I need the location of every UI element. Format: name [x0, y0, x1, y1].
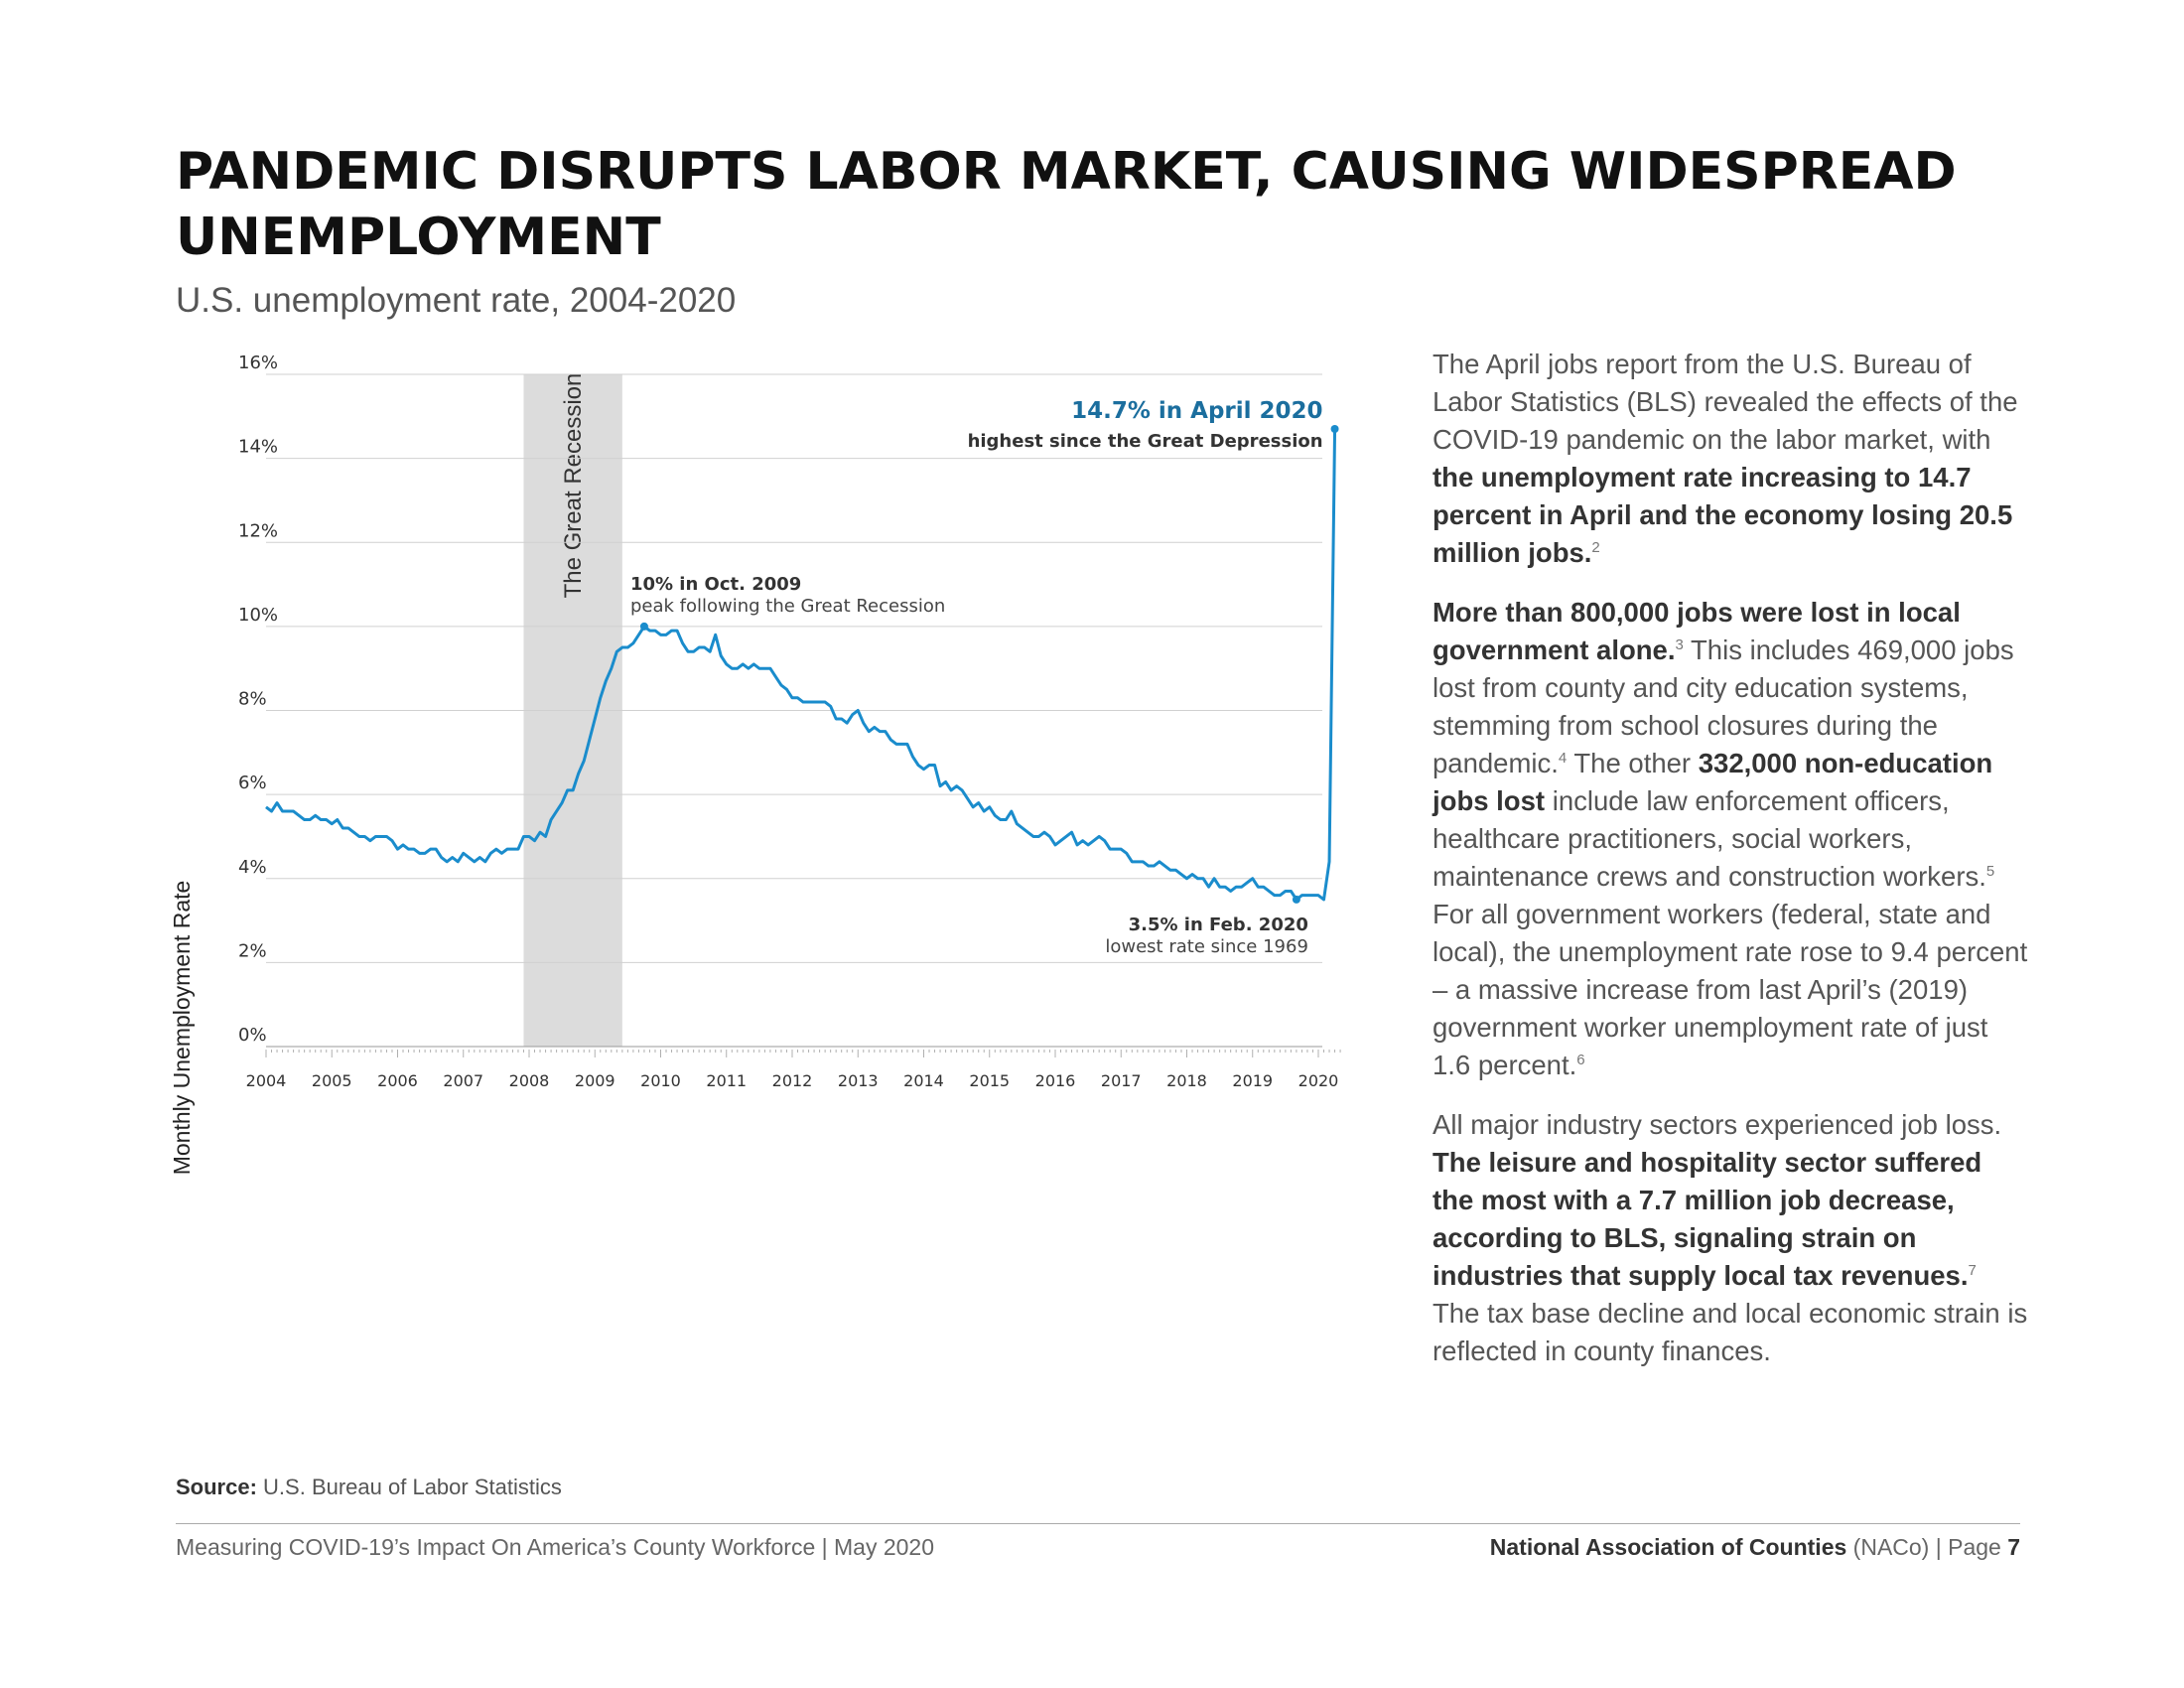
x-tick-label: 2005 — [312, 1071, 352, 1090]
p3-text-1: All major industry sectors experienced j… — [1433, 1109, 2002, 1140]
x-tick-label: 2012 — [772, 1071, 813, 1090]
x-tick-label: 2017 — [1101, 1071, 1142, 1090]
source-note: Source: U.S. Bureau of Labor Statistics — [176, 1475, 562, 1500]
paragraph-3: All major industry sectors experienced j… — [1433, 1106, 2028, 1370]
y-tick-label: 6% — [238, 773, 267, 793]
x-tick-label: 2007 — [443, 1071, 483, 1090]
y-tick-label: 14% — [238, 437, 278, 458]
footnote-ref: 4 — [1558, 749, 1568, 767]
x-tick-label: 2016 — [1035, 1071, 1076, 1090]
data-point-marker — [639, 622, 648, 631]
y-axis-title: Monthly Unemployment Rate — [169, 881, 195, 1176]
p1-bold: the unemployment rate increasing to 14.7… — [1433, 462, 2013, 568]
footnote-ref: 6 — [1576, 1051, 1585, 1068]
x-tick-label: 2004 — [246, 1071, 287, 1090]
y-tick-label: 2% — [238, 940, 267, 961]
body-text: The April jobs report from the U.S. Bure… — [1433, 346, 2028, 1392]
x-tick-label: 2008 — [509, 1071, 550, 1090]
footer-org: National Association of Counties — [1489, 1534, 1847, 1560]
p2-text-3: include law enforcement officers, health… — [1433, 785, 1986, 892]
x-tick-label: 2006 — [377, 1071, 418, 1090]
x-tick-label: 2020 — [1298, 1071, 1339, 1090]
recession-label: The Great Recession — [560, 373, 587, 599]
unemployment-line — [265, 428, 1337, 902]
footer-abbr: (NACo) | Page — [1846, 1534, 2008, 1560]
footer-divider — [176, 1523, 2020, 1524]
y-tick-label: 8% — [238, 689, 267, 710]
paragraph-1: The April jobs report from the U.S. Bure… — [1433, 346, 2028, 572]
y-tick-label: 0% — [238, 1025, 267, 1046]
recession-band: The Great Recession — [523, 373, 622, 1047]
footer-org-page: National Association of Counties (NACo) … — [1490, 1534, 2020, 1561]
data-point-marker — [1292, 895, 1300, 904]
source-text: U.S. Bureau of Labor Statistics — [263, 1475, 562, 1499]
p2-bold-2: 332,000 non-education jobs lost — [1433, 748, 1993, 816]
annotation-low-text: lowest rate since 1969 — [1105, 936, 1308, 957]
page-title: PANDEMIC DISRUPTS LABOR MARKET, CAUSING … — [176, 142, 1957, 267]
p3-text-2: The tax base decline and local economic … — [1433, 1298, 2028, 1366]
x-axis: 2004 2005 2006 2007 2008 2009 2010 2011 2012 2013… — [246, 1050, 1341, 1090]
unemployment-series — [265, 425, 1339, 904]
unemployment-line-chart: The Great Recession 0% 2% 4% 6% 8% 10% 12% 14% 1… — [169, 352, 1341, 1176]
y-tick-label: 10% — [238, 605, 278, 626]
x-tick-label: 2018 — [1166, 1071, 1207, 1090]
footnote-ref: 5 — [1985, 862, 1995, 880]
y-tick-label: 12% — [238, 520, 278, 541]
data-point-marker — [1330, 425, 1339, 434]
p2-text-2: The other — [1567, 748, 1699, 778]
x-tick-label: 2019 — [1232, 1071, 1273, 1090]
page-number: 7 — [2007, 1534, 2020, 1560]
p3-bold: The leisure and hospitality sector suffe… — [1433, 1147, 1982, 1291]
x-tick-label: 2013 — [838, 1071, 879, 1090]
x-tick-label: 2009 — [575, 1071, 615, 1090]
source-label: Source: — [176, 1475, 257, 1499]
annotation-low-title: 3.5% in Feb. 2020 — [1129, 914, 1308, 935]
footnote-ref: 7 — [1968, 1261, 1977, 1279]
paragraph-2: More than 800,000 jobs were lost in loca… — [1433, 594, 2028, 1084]
x-tick-label: 2011 — [706, 1071, 747, 1090]
annotation-peak-text: peak following the Great Recession — [630, 596, 945, 617]
y-tick-label: 4% — [238, 857, 267, 878]
y-axis-ticks: 0% 2% 4% 6% 8% 10% 12% 14% 16% — [238, 352, 278, 1046]
x-tick-label: 2015 — [969, 1071, 1010, 1090]
footer-publication: Measuring COVID-19’s Impact On America’s… — [176, 1534, 934, 1560]
chart-subtitle: U.S. unemployment rate, 2004-2020 — [176, 281, 737, 320]
x-tick-label: 2010 — [640, 1071, 681, 1090]
annotation-peak-title: 10% in Oct. 2009 — [630, 574, 801, 595]
p2-text-1: This includes 469,000 jobs lost from cou… — [1433, 634, 2014, 778]
p2-text-4: For all government workers (federal, sta… — [1433, 899, 2028, 1080]
gridlines — [266, 373, 1322, 1048]
annotation-april-text: highest since the Great Depression — [968, 431, 1323, 452]
p2-bold-1: More than 800,000 jobs were lost in loca… — [1433, 597, 1961, 665]
annotation-april-title: 14.7% in April 2020 — [1071, 398, 1322, 424]
y-tick-label: 16% — [238, 352, 278, 373]
p1-text: The April jobs report from the U.S. Bure… — [1433, 349, 2018, 455]
x-tick-label: 2014 — [903, 1071, 944, 1090]
footnote-ref: 3 — [1675, 635, 1684, 653]
footnote-ref: 2 — [1591, 538, 1600, 556]
